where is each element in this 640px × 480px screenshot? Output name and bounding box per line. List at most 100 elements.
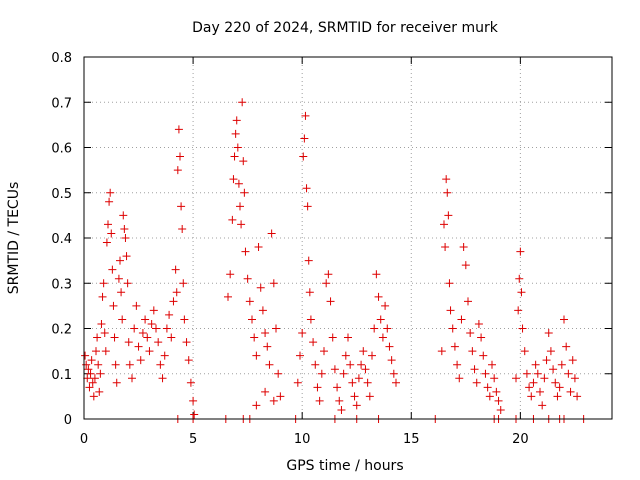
data-point [514,306,523,315]
data-point [326,297,335,306]
x-tick-label: 0 [80,432,88,447]
data-point [182,338,191,347]
data-point [89,392,98,401]
data-point [256,283,265,292]
y-tick-label: 0.8 [51,51,72,66]
data-point [309,338,318,347]
data-point [566,387,575,396]
data-point [544,329,553,338]
data-point [117,288,126,297]
data-point [311,360,320,369]
data-point [470,365,479,374]
data-point [387,356,396,365]
data-point [98,292,107,301]
data-point [522,369,531,378]
grid-lines [84,57,612,419]
data-point [236,202,244,211]
data-point [130,324,139,333]
data-point [568,356,577,365]
data-point [116,256,124,265]
data-point [540,374,549,383]
data-point [269,279,278,288]
data-point [361,365,370,374]
data-point [344,333,352,342]
data-point [442,175,451,184]
data-point [517,288,526,297]
data-point [110,333,119,342]
data-point [365,392,374,401]
data-point [320,347,328,356]
data-point [120,224,129,233]
data-point [302,184,311,193]
data-point [123,279,132,288]
data-point [457,315,466,324]
data-point [245,297,254,306]
data-point [330,365,339,374]
data-point [459,243,468,252]
data-point [546,347,555,356]
data-point [538,401,547,410]
data-point [440,220,448,229]
data-point [177,202,186,211]
data-point [180,315,189,324]
data-point [339,369,348,378]
data-point [136,356,145,365]
data-point [248,315,256,324]
data-point [261,387,270,396]
data-point [437,347,446,356]
data-point [350,392,359,401]
data-point [234,179,243,188]
data-point [304,256,313,265]
data-point [143,333,152,342]
data-point [83,374,92,383]
data-point [108,265,117,274]
data-point [485,392,494,401]
y-axis-label: SRMTID / TECUs [6,182,22,295]
data-point [99,279,108,288]
data-point [348,378,357,387]
data-point [317,369,326,378]
data-point [549,365,558,374]
data-point [263,342,272,351]
data-point [138,329,147,338]
data-point [573,392,582,401]
x-tick-label: 5 [189,432,197,447]
data-point [118,315,127,324]
data-point [518,324,527,333]
data-point [90,374,99,383]
data-point [381,301,390,310]
data-point [479,351,488,360]
y-tick-label: 0.2 [51,323,72,338]
data-point [466,329,475,338]
data-point [335,396,344,405]
data-point [555,383,564,392]
data-point [176,152,184,161]
data-point [96,369,105,378]
data-point [261,329,270,338]
data-point [274,369,283,378]
data-point [100,329,109,338]
data-point [525,383,534,392]
data-point [88,378,97,387]
data-point [461,261,470,270]
data-point [389,369,398,378]
data-point [378,333,387,342]
data-point [296,351,304,360]
data-point [303,202,312,211]
data-point [240,188,249,197]
y-tick-label: 0.5 [51,187,72,202]
data-point [363,378,372,387]
data-point [160,351,169,360]
data-point [385,342,394,351]
data-point [237,220,246,229]
data-point [372,270,381,279]
data-point [178,224,187,233]
data-point [328,333,337,342]
data-point [122,252,131,261]
data-point [560,315,568,324]
data-point [101,347,110,356]
data-point [106,188,115,197]
data-point [443,188,452,197]
